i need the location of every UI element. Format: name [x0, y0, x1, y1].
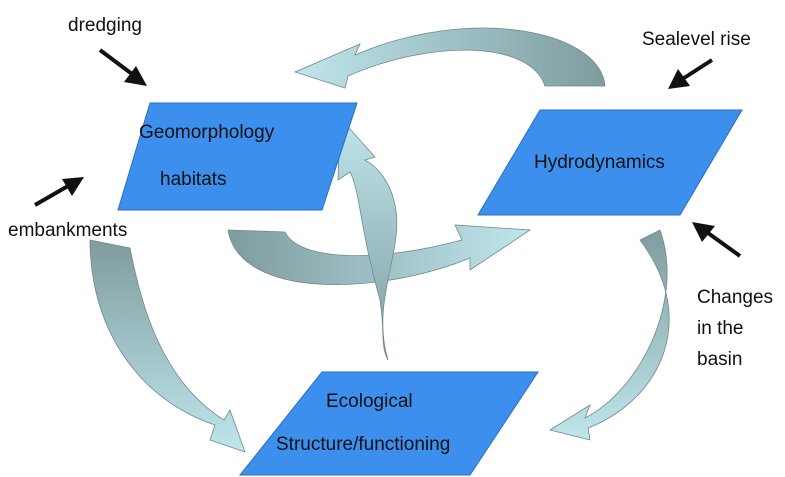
- driver-label: embankments: [8, 220, 127, 241]
- driver-label: basin: [697, 349, 742, 370]
- node-label: habitats: [160, 169, 227, 190]
- driver-label: Sealevel rise: [642, 29, 751, 50]
- arrowhead: [62, 177, 84, 196]
- driver-arrow: [706, 231, 742, 258]
- feedback-arrows: [89, 27, 670, 453]
- driver-arrow: [682, 58, 714, 80]
- node-label: Geomorphology: [139, 122, 275, 143]
- arrow-geo-to-eco: [89, 239, 246, 453]
- node-label: Structure/functioning: [276, 434, 450, 455]
- nodes: [117, 102, 743, 476]
- driver-label: in the: [697, 318, 743, 339]
- driver-label: dredging: [68, 15, 142, 36]
- arrowhead: [692, 222, 715, 242]
- node-label: Hydrodynamics: [534, 152, 665, 173]
- arrowhead: [668, 69, 690, 89]
- arrow-hydro-to-geo: [293, 27, 606, 89]
- node-label: Ecological: [326, 391, 413, 412]
- arrow-hydro-to-eco: [548, 229, 670, 441]
- node-box: [477, 109, 743, 216]
- node-box: [238, 371, 539, 476]
- node-box: [117, 102, 358, 211]
- arrow-eco-to-geo: [337, 116, 398, 361]
- driver-arrows: [34, 48, 742, 258]
- driver-arrow: [34, 184, 69, 207]
- arrowhead: [124, 66, 147, 86]
- driver-arrow: [98, 48, 134, 76]
- driver-label: Changes: [697, 287, 773, 308]
